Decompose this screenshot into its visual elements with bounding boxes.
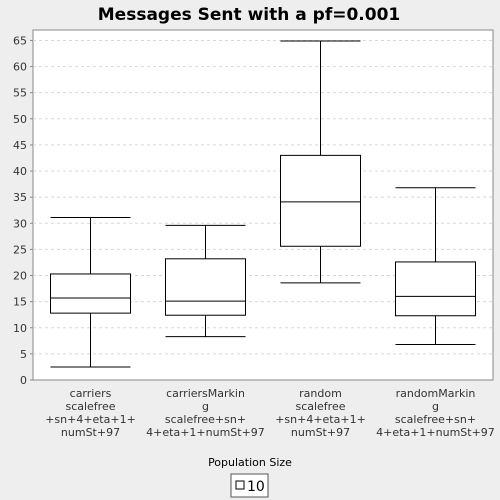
category-label-line: 4+eta+1+numSt+97: [146, 426, 265, 439]
category-label-line: scalefree+sn+: [395, 413, 476, 426]
category-label-line: scalefree: [65, 400, 115, 413]
x-axis-label: Population Size: [208, 456, 292, 469]
category-label-line: scalefree+sn+: [165, 413, 246, 426]
category-label-line: scalefree: [295, 400, 345, 413]
category-label: randomMarkin g scalefree+sn+ 4+eta+1+numSt+…: [376, 387, 495, 439]
y-tick-label: 5: [20, 348, 27, 361]
category-label-line: numSt+97: [291, 426, 350, 439]
plot-area: [32, 29, 494, 381]
grid: [33, 39, 493, 355]
y-tick-label: 10: [13, 322, 27, 335]
category-label-line: numSt+97: [61, 426, 120, 439]
iqr-box: [165, 258, 246, 316]
legend-box: [230, 473, 269, 498]
iqr-box: [50, 273, 131, 314]
y-tick-label: 65: [13, 34, 27, 47]
iqr-box: [395, 261, 476, 317]
y-axis: 0 5 10 15 20 25 30 35 40 45 50 55 60 65: [13, 34, 33, 387]
category-label-line: random: [299, 387, 342, 400]
category-label: carriersMarkin g scalefree+sn+ 4+eta+1+numS…: [146, 387, 265, 439]
box-2: [165, 224, 246, 338]
category-label: random scalefree +sn+4+eta+1+ numSt+97: [275, 387, 366, 439]
category-label-line: g: [432, 400, 439, 413]
box-3: [280, 40, 361, 284]
box-1: [50, 217, 131, 368]
y-tick-label: 60: [13, 61, 27, 74]
y-tick-label: 30: [13, 217, 27, 230]
y-tick-label: 50: [13, 113, 27, 126]
category-label: carriers scalefree +sn+4+eta+1+ numSt+97: [45, 387, 136, 439]
y-tick-label: 55: [13, 87, 27, 100]
boxes: [50, 40, 476, 368]
y-tick-label: 35: [13, 191, 27, 204]
iqr-box: [280, 154, 361, 247]
x-axis-categories: carriers scalefree +sn+4+eta+1+ numSt+97car…: [45, 387, 495, 439]
category-label-line: carriersMarkin: [166, 387, 245, 400]
category-label-line: randomMarkin: [396, 387, 476, 400]
category-label-line: +sn+4+eta+1+: [45, 413, 136, 426]
y-tick-label: 0: [20, 374, 27, 387]
y-tick-label: 15: [13, 296, 27, 309]
legend-swatch: [235, 480, 245, 490]
box-4: [395, 187, 476, 345]
chart-title: Messages Sent with a pf=0.001: [98, 5, 400, 25]
y-tick-label: 20: [13, 270, 27, 283]
category-label-line: 4+eta+1+numSt+97: [376, 426, 495, 439]
y-tick-label: 25: [13, 243, 27, 256]
y-tick-label: 40: [13, 165, 27, 178]
category-label-line: g: [202, 400, 209, 413]
category-label-line: carriers: [70, 387, 112, 400]
category-label-line: +sn+4+eta+1+: [275, 413, 366, 426]
legend-entry: 10: [247, 479, 265, 495]
y-tick-label: 45: [13, 139, 27, 152]
